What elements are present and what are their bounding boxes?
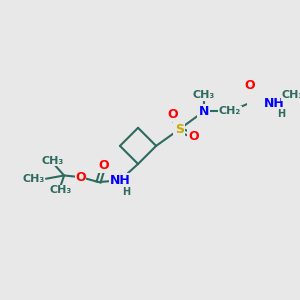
Text: CH₃: CH₃ [41, 156, 64, 166]
Text: H: H [122, 187, 130, 197]
Text: CH₂: CH₂ [219, 106, 241, 116]
Text: O: O [98, 159, 109, 172]
Text: H: H [277, 109, 285, 119]
Text: CH₃: CH₃ [193, 90, 215, 100]
Text: S: S [175, 123, 184, 136]
Text: O: O [75, 171, 86, 184]
Text: CH₃: CH₃ [281, 90, 300, 100]
Text: CH₃: CH₃ [50, 185, 72, 195]
Text: NH: NH [110, 174, 130, 187]
Text: O: O [167, 108, 178, 121]
Text: N: N [199, 105, 209, 118]
Text: CH₃: CH₃ [22, 174, 44, 184]
Text: O: O [189, 130, 199, 142]
Text: NH: NH [264, 97, 285, 110]
Text: O: O [244, 79, 255, 92]
